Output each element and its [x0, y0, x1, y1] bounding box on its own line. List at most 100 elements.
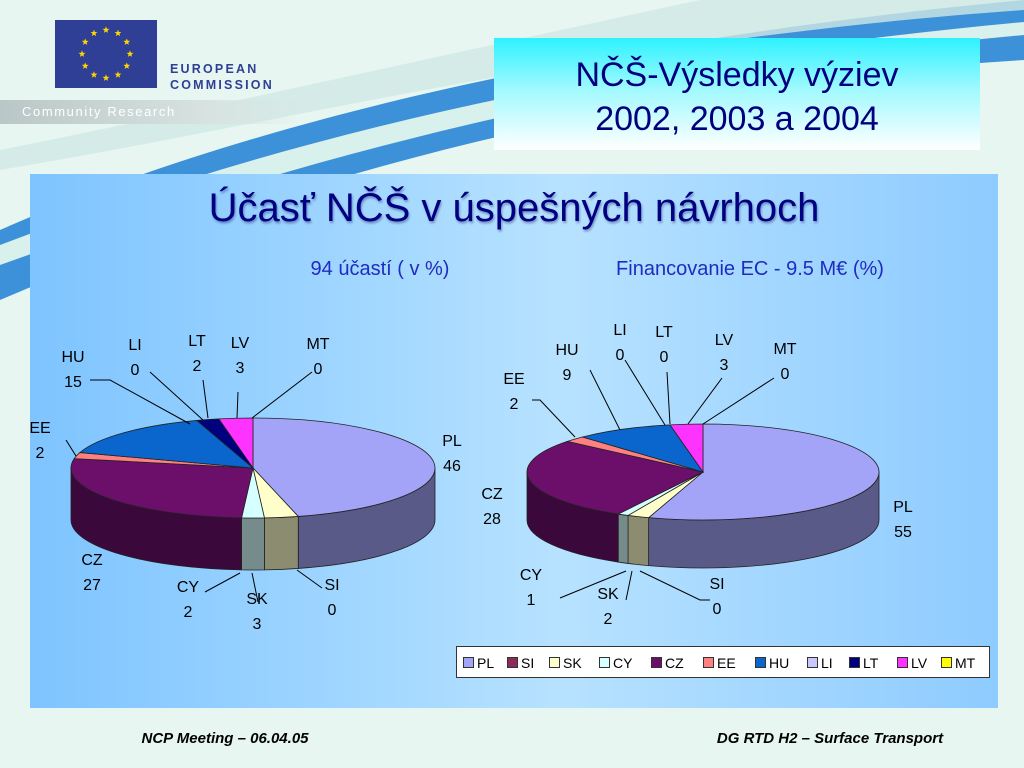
- chart-legend: PL SI SK CY CZ EE HU LI LT LV MT: [456, 646, 990, 678]
- main-heading: Účasť NČŠ v úspešných návrhoch: [208, 186, 820, 230]
- leader-line-cy: [559, 570, 627, 599]
- legend-label-sk: SK: [563, 655, 582, 671]
- eu-star-icon: [102, 74, 110, 81]
- slice-label-mt: MT: [773, 341, 796, 358]
- slice-value-si: 0: [713, 601, 722, 618]
- slice-value-pl: 46: [443, 458, 461, 475]
- legend-swatch-lv: [897, 657, 908, 668]
- slice-value-lv: 3: [720, 357, 729, 374]
- slide-title-line2: 2002, 2003 a 2004: [595, 100, 879, 138]
- eu-star-icon: [114, 71, 122, 78]
- eu-stars-icon: [78, 26, 134, 81]
- leader-line-li: [149, 371, 204, 421]
- eu-star-icon: [78, 50, 86, 57]
- slice-label-lv: LV: [231, 335, 250, 352]
- slice-label-si: SI: [324, 577, 339, 594]
- slice-label-li: LI: [128, 337, 141, 354]
- eu-star-icon: [90, 29, 98, 37]
- org-name-line1: EUROPEAN: [170, 62, 259, 76]
- legend-label-lv: LV: [911, 655, 928, 671]
- eu-star-icon: [90, 71, 98, 78]
- eu-star-icon: [126, 50, 134, 57]
- pie-slice-pl: [252, 417, 436, 517]
- legend-label-li: LI: [821, 655, 833, 671]
- leader-line-ee: [532, 399, 576, 438]
- slice-label-lt: LT: [188, 333, 206, 350]
- legend-swatch-hu: [755, 657, 766, 668]
- pie-side-cy: [617, 513, 629, 564]
- slice-label-li: LI: [613, 322, 626, 339]
- pie-slice-cz: [70, 458, 254, 519]
- pie-slice-lv: [669, 423, 704, 474]
- eu-star-icon: [114, 29, 122, 37]
- footer-left: NCP Meeting – 06.04.05: [141, 730, 309, 747]
- slice-value-hu: 9: [563, 367, 572, 384]
- leader-line-lv: [236, 391, 239, 419]
- slice-label-cy: CY: [520, 567, 543, 584]
- slice-label-cy: CY: [177, 579, 200, 596]
- slice-value-cy: 2: [184, 604, 193, 621]
- legend-label-cz: CZ: [665, 655, 684, 671]
- slice-value-sk: 2: [604, 611, 613, 628]
- slice-label-cz: CZ: [81, 552, 103, 569]
- slide-title-box: NČŠ-Výsledky výziev 2002, 2003 a 2004: [494, 38, 980, 150]
- slice-label-lt: LT: [655, 324, 673, 341]
- eu-flag-logo: [55, 20, 157, 88]
- slice-value-si: 0: [328, 602, 337, 619]
- slice-value-mt: 0: [781, 366, 790, 383]
- legend-swatch-mt: [941, 657, 952, 668]
- pie-slice-pl: [647, 423, 880, 521]
- pie-slice-hu: [581, 424, 704, 473]
- slice-value-lt: 2: [193, 358, 202, 375]
- slice-value-lt: 0: [660, 349, 669, 366]
- slice-value-hu: 15: [64, 374, 82, 391]
- leader-line-sk: [251, 572, 259, 603]
- slice-value-ee: 2: [510, 396, 519, 413]
- leader-line-lv: [687, 377, 723, 425]
- community-research-label: Community Research: [22, 104, 176, 119]
- eu-star-icon: [81, 38, 89, 45]
- slice-label-lv: LV: [715, 332, 734, 349]
- community-research-band: [0, 100, 300, 124]
- slice-label-si: SI: [709, 576, 724, 593]
- slice-label-ee: EE: [503, 371, 524, 388]
- eu-star-icon: [123, 62, 131, 69]
- slice-label-ee: EE: [29, 420, 50, 437]
- left-chart-title: 94 účastí ( v %): [310, 258, 450, 280]
- pie-slice-hu: [78, 420, 255, 469]
- slice-label-hu: HU: [555, 342, 578, 359]
- leader-line-hu: [90, 379, 191, 425]
- pie-chart-2: PL 55 SI 0 SK 2 CY 1 CZ 28 EE 2 HU 9 LI 0 LT 0 LV 3 MT 0: [481, 322, 913, 628]
- slice-label-pl: PL: [442, 433, 462, 450]
- leader-line-hu: [589, 369, 621, 431]
- leader-line-sk: [625, 570, 633, 601]
- legend-swatch-ee: [703, 657, 714, 668]
- legend-swatch-pl: [463, 657, 474, 668]
- legend-swatch-si: [507, 657, 518, 668]
- slice-value-mt: 0: [314, 361, 323, 378]
- slice-label-sk: SK: [246, 591, 268, 608]
- slice-value-lv: 3: [236, 360, 245, 377]
- legend-label-si: SI: [521, 655, 535, 671]
- slice-label-pl: PL: [893, 499, 913, 516]
- slice-value-li: 0: [131, 362, 140, 379]
- slice-value-cz: 27: [83, 577, 101, 594]
- leader-line-si: [639, 570, 710, 601]
- leader-line-mt: [702, 377, 775, 425]
- legend-swatch-cy: [599, 657, 610, 668]
- footer-right: DG RTD H2 – Surface Transport: [716, 730, 944, 747]
- legend-swatch-li: [807, 657, 818, 668]
- slice-label-hu: HU: [61, 349, 84, 366]
- legend-label-mt: MT: [955, 655, 976, 671]
- legend-label-cy: CY: [613, 655, 633, 671]
- slide-title-line1: NČŠ-Výsledky výziev: [575, 56, 899, 94]
- slice-value-cz: 28: [483, 511, 501, 528]
- pie-chart-1: PL 46 SI 0 SK 3 CY 2 CZ 27 EE 2 HU 15 LI 0 LT 2 LV 3 MT 0: [29, 333, 462, 633]
- legend-swatch-sk: [549, 657, 560, 668]
- leader-line-cy: [204, 572, 241, 593]
- leader-line-mt: [251, 371, 313, 419]
- legend-label-hu: HU: [769, 655, 790, 671]
- leader-line-ee: [65, 439, 77, 457]
- eu-star-icon: [123, 38, 131, 45]
